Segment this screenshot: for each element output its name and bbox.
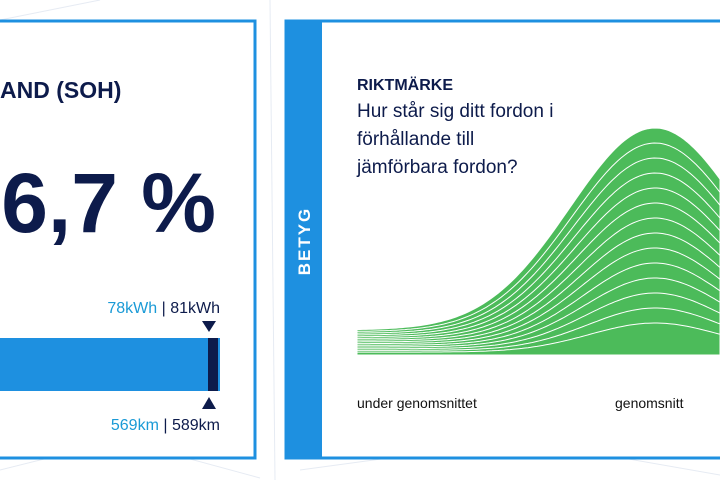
- separator: |: [162, 300, 166, 317]
- capacity-row: 78kWh | 81kWh: [107, 300, 220, 317]
- range-current: 569km: [111, 417, 159, 434]
- bg-line: [0, 0, 101, 21]
- sidebar: [286, 21, 322, 458]
- soh-bar: [0, 338, 220, 391]
- question-line: jämförbara fordon?: [356, 157, 518, 178]
- separator: |: [163, 417, 167, 434]
- distribution-graphic: [356, 127, 720, 356]
- soh-value: 6,7 %: [1, 156, 216, 250]
- question-line: Hur står sig ditt fordon i: [357, 101, 553, 122]
- axis-label-mid: genomsnitt: [615, 395, 684, 411]
- range-max: 589km: [172, 417, 220, 434]
- question-line: förhållande till: [357, 129, 474, 150]
- capacity-max: 81kWh: [170, 300, 220, 317]
- bg-line: [269, 0, 276, 480]
- sidebar-label: BETYG: [295, 207, 314, 276]
- axis-label-low: under genomsnittet: [357, 395, 477, 411]
- soh-bar-marker: [208, 338, 218, 391]
- marker-down: [202, 321, 216, 332]
- capacity-current: 78kWh: [107, 300, 157, 317]
- marker-up: [202, 397, 216, 409]
- soh-title: AND (SOH): [0, 77, 121, 103]
- curve-layer: [356, 322, 720, 356]
- range-row: 569km | 589km: [111, 417, 220, 434]
- benchmark-title: RIKTMÄRKE: [357, 76, 453, 94]
